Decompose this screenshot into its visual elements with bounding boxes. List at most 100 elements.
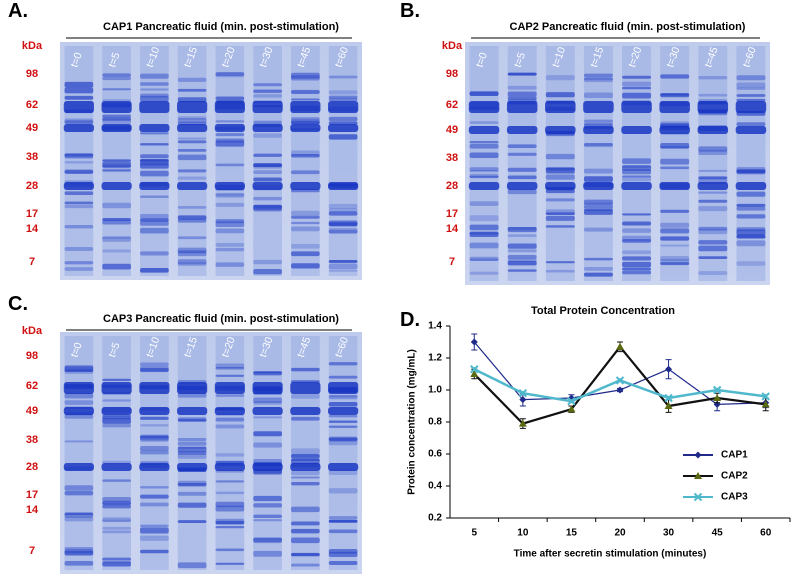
gel-band — [139, 101, 170, 113]
gel-band — [698, 245, 728, 252]
gel-band — [328, 124, 359, 132]
gel-band — [583, 176, 613, 182]
gel-band — [64, 201, 94, 204]
gel-band — [252, 382, 283, 394]
gel-band — [64, 161, 94, 164]
gel-band — [291, 210, 320, 216]
gel-band — [291, 367, 320, 372]
gel-band — [506, 101, 538, 113]
gel-band — [177, 176, 207, 180]
gel-band — [140, 424, 169, 427]
gel-band — [659, 101, 690, 113]
gel-band — [215, 501, 245, 508]
gel-band — [140, 82, 169, 86]
gel-band — [291, 98, 320, 101]
gel-band — [469, 167, 499, 172]
gel-band — [177, 236, 207, 240]
gel-band — [328, 414, 358, 418]
gel-band — [215, 491, 245, 495]
gel-band — [583, 119, 613, 123]
gel-band — [328, 229, 358, 234]
gel-band — [328, 437, 358, 441]
gel-band — [469, 121, 499, 124]
gel-band — [252, 407, 283, 415]
gel-band — [469, 141, 499, 144]
gel-band — [328, 260, 358, 263]
gel-band — [583, 168, 613, 174]
gel-band — [177, 483, 207, 486]
gel-band — [177, 502, 207, 508]
gel-band — [506, 182, 538, 190]
y-tick-label: 1.0 — [428, 385, 442, 396]
gel-band — [328, 549, 358, 554]
gel-band — [698, 199, 728, 203]
gel-band — [698, 93, 728, 97]
lane-label: t=0 — [68, 51, 84, 69]
gel-band — [177, 149, 207, 152]
gel-band — [140, 368, 169, 372]
gel-band — [328, 90, 358, 95]
gel-band — [659, 126, 690, 134]
gel-band — [622, 165, 652, 172]
gel-band — [621, 126, 652, 134]
gel-band — [177, 520, 207, 523]
gel-band — [291, 244, 320, 249]
y-tick-label: 1.2 — [428, 353, 442, 364]
gel-band — [583, 77, 613, 83]
gel-band — [291, 506, 320, 513]
kda-label: 98 — [26, 68, 38, 80]
gel-band — [660, 93, 690, 98]
gel-band — [291, 150, 320, 156]
gel-band — [253, 495, 282, 502]
gel-lane — [507, 46, 537, 281]
gel-band — [140, 535, 169, 541]
gel-band — [469, 175, 499, 178]
gel-band — [328, 362, 358, 366]
lane-label: t=5 — [106, 341, 122, 359]
gel-band — [64, 87, 94, 94]
data-point — [664, 402, 673, 409]
y-tick-label: 1.4 — [428, 321, 442, 332]
gel-band — [545, 75, 575, 81]
chart-title: Total Protein Concentration — [531, 305, 675, 317]
gel-band — [507, 226, 537, 233]
gel-band — [177, 169, 207, 173]
gel-band — [736, 229, 766, 236]
gel-band — [102, 530, 131, 534]
gel-band — [102, 399, 131, 402]
gel-band — [63, 382, 94, 394]
gel-band — [469, 215, 499, 222]
gel-band — [328, 394, 358, 398]
gel-lane — [253, 336, 282, 570]
gel-band — [102, 561, 131, 567]
gel-band — [177, 215, 207, 220]
gel-lane — [545, 46, 575, 281]
gel-lane — [291, 46, 320, 276]
kda-label: 7 — [449, 256, 455, 268]
gel-band — [177, 250, 207, 253]
gel-band — [102, 414, 131, 417]
panel-title: CAP1 Pancreatic fluid (min. post-stimula… — [103, 21, 339, 33]
gel-band — [64, 120, 94, 125]
gel-band — [736, 94, 766, 97]
gel-lane — [64, 336, 94, 570]
gel-band — [328, 182, 359, 190]
gel-band — [140, 416, 169, 420]
gel-band — [140, 435, 169, 439]
gel-band — [102, 168, 131, 171]
gel-band — [140, 486, 169, 489]
data-point — [616, 342, 624, 350]
gel-band — [290, 101, 321, 113]
kda-label: 17 — [446, 208, 458, 220]
gel-band — [736, 214, 766, 219]
gel-band — [291, 458, 320, 464]
gel-band — [328, 425, 358, 428]
gel-band — [177, 407, 208, 415]
data-point — [713, 394, 722, 401]
gel-band — [507, 189, 537, 195]
gel-band — [545, 126, 576, 134]
gel-band — [140, 220, 169, 226]
gel-band — [177, 382, 208, 394]
gel-band — [177, 218, 207, 223]
